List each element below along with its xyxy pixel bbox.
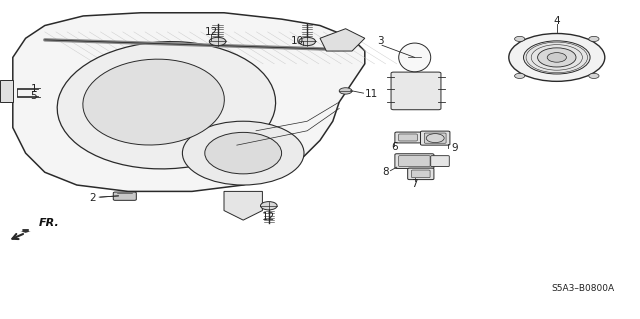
FancyBboxPatch shape bbox=[431, 156, 449, 167]
Circle shape bbox=[589, 36, 599, 41]
Circle shape bbox=[209, 37, 226, 46]
Text: 7: 7 bbox=[412, 179, 418, 189]
Ellipse shape bbox=[83, 59, 225, 145]
Circle shape bbox=[547, 53, 566, 62]
Text: FR.: FR. bbox=[38, 218, 59, 228]
FancyBboxPatch shape bbox=[395, 154, 434, 168]
Text: 11: 11 bbox=[365, 89, 378, 99]
Text: 6: 6 bbox=[392, 142, 398, 152]
FancyBboxPatch shape bbox=[408, 168, 434, 180]
Circle shape bbox=[524, 41, 590, 74]
Polygon shape bbox=[224, 191, 262, 220]
Text: 8: 8 bbox=[383, 167, 389, 177]
FancyBboxPatch shape bbox=[412, 170, 430, 178]
Ellipse shape bbox=[57, 42, 276, 169]
Text: 2: 2 bbox=[90, 193, 96, 203]
Polygon shape bbox=[20, 229, 31, 233]
Ellipse shape bbox=[205, 132, 282, 174]
Ellipse shape bbox=[399, 43, 431, 72]
Polygon shape bbox=[320, 29, 365, 51]
Text: 12: 12 bbox=[205, 27, 218, 37]
Circle shape bbox=[538, 48, 576, 67]
FancyBboxPatch shape bbox=[399, 156, 430, 167]
Text: 12: 12 bbox=[262, 212, 275, 222]
Circle shape bbox=[589, 73, 599, 78]
Text: 3: 3 bbox=[378, 36, 384, 47]
Circle shape bbox=[509, 33, 605, 81]
Circle shape bbox=[426, 134, 444, 143]
Circle shape bbox=[515, 36, 525, 41]
FancyBboxPatch shape bbox=[113, 192, 136, 200]
Circle shape bbox=[299, 37, 316, 46]
Text: S5A3–B0800A: S5A3–B0800A bbox=[551, 284, 614, 293]
Text: 5: 5 bbox=[31, 91, 37, 101]
FancyBboxPatch shape bbox=[424, 133, 446, 143]
FancyBboxPatch shape bbox=[399, 134, 417, 141]
Ellipse shape bbox=[182, 121, 304, 185]
Polygon shape bbox=[13, 13, 365, 191]
Text: 1: 1 bbox=[31, 84, 37, 94]
Circle shape bbox=[515, 73, 525, 78]
Text: 9: 9 bbox=[451, 143, 458, 153]
FancyBboxPatch shape bbox=[395, 132, 421, 143]
Text: 10: 10 bbox=[291, 36, 304, 47]
Polygon shape bbox=[0, 80, 13, 102]
Circle shape bbox=[339, 88, 352, 94]
Circle shape bbox=[260, 202, 277, 210]
FancyBboxPatch shape bbox=[391, 72, 441, 110]
Text: 4: 4 bbox=[554, 16, 560, 26]
FancyBboxPatch shape bbox=[420, 131, 450, 145]
